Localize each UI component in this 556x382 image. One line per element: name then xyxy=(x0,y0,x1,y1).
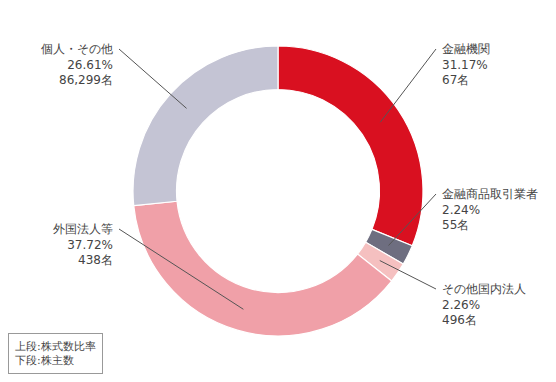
svg-text:その他国内法人2.26%496名: その他国内法人2.26%496名 xyxy=(442,282,526,327)
svg-text:金融商品取引業者2.24%55名: 金融商品取引業者2.24%55名 xyxy=(442,187,538,232)
svg-text:外国法人等37.72%438名: 外国法人等37.72%438名 xyxy=(53,222,113,267)
svg-text:個人・その他26.61%86,299名: 個人・その他26.61%86,299名 xyxy=(41,42,113,87)
svg-text:金融機関31.17%67名: 金融機関31.17%67名 xyxy=(442,42,490,87)
svg-text:上段:株式数比率下段:株主数: 上段:株式数比率下段:株主数 xyxy=(15,340,96,367)
